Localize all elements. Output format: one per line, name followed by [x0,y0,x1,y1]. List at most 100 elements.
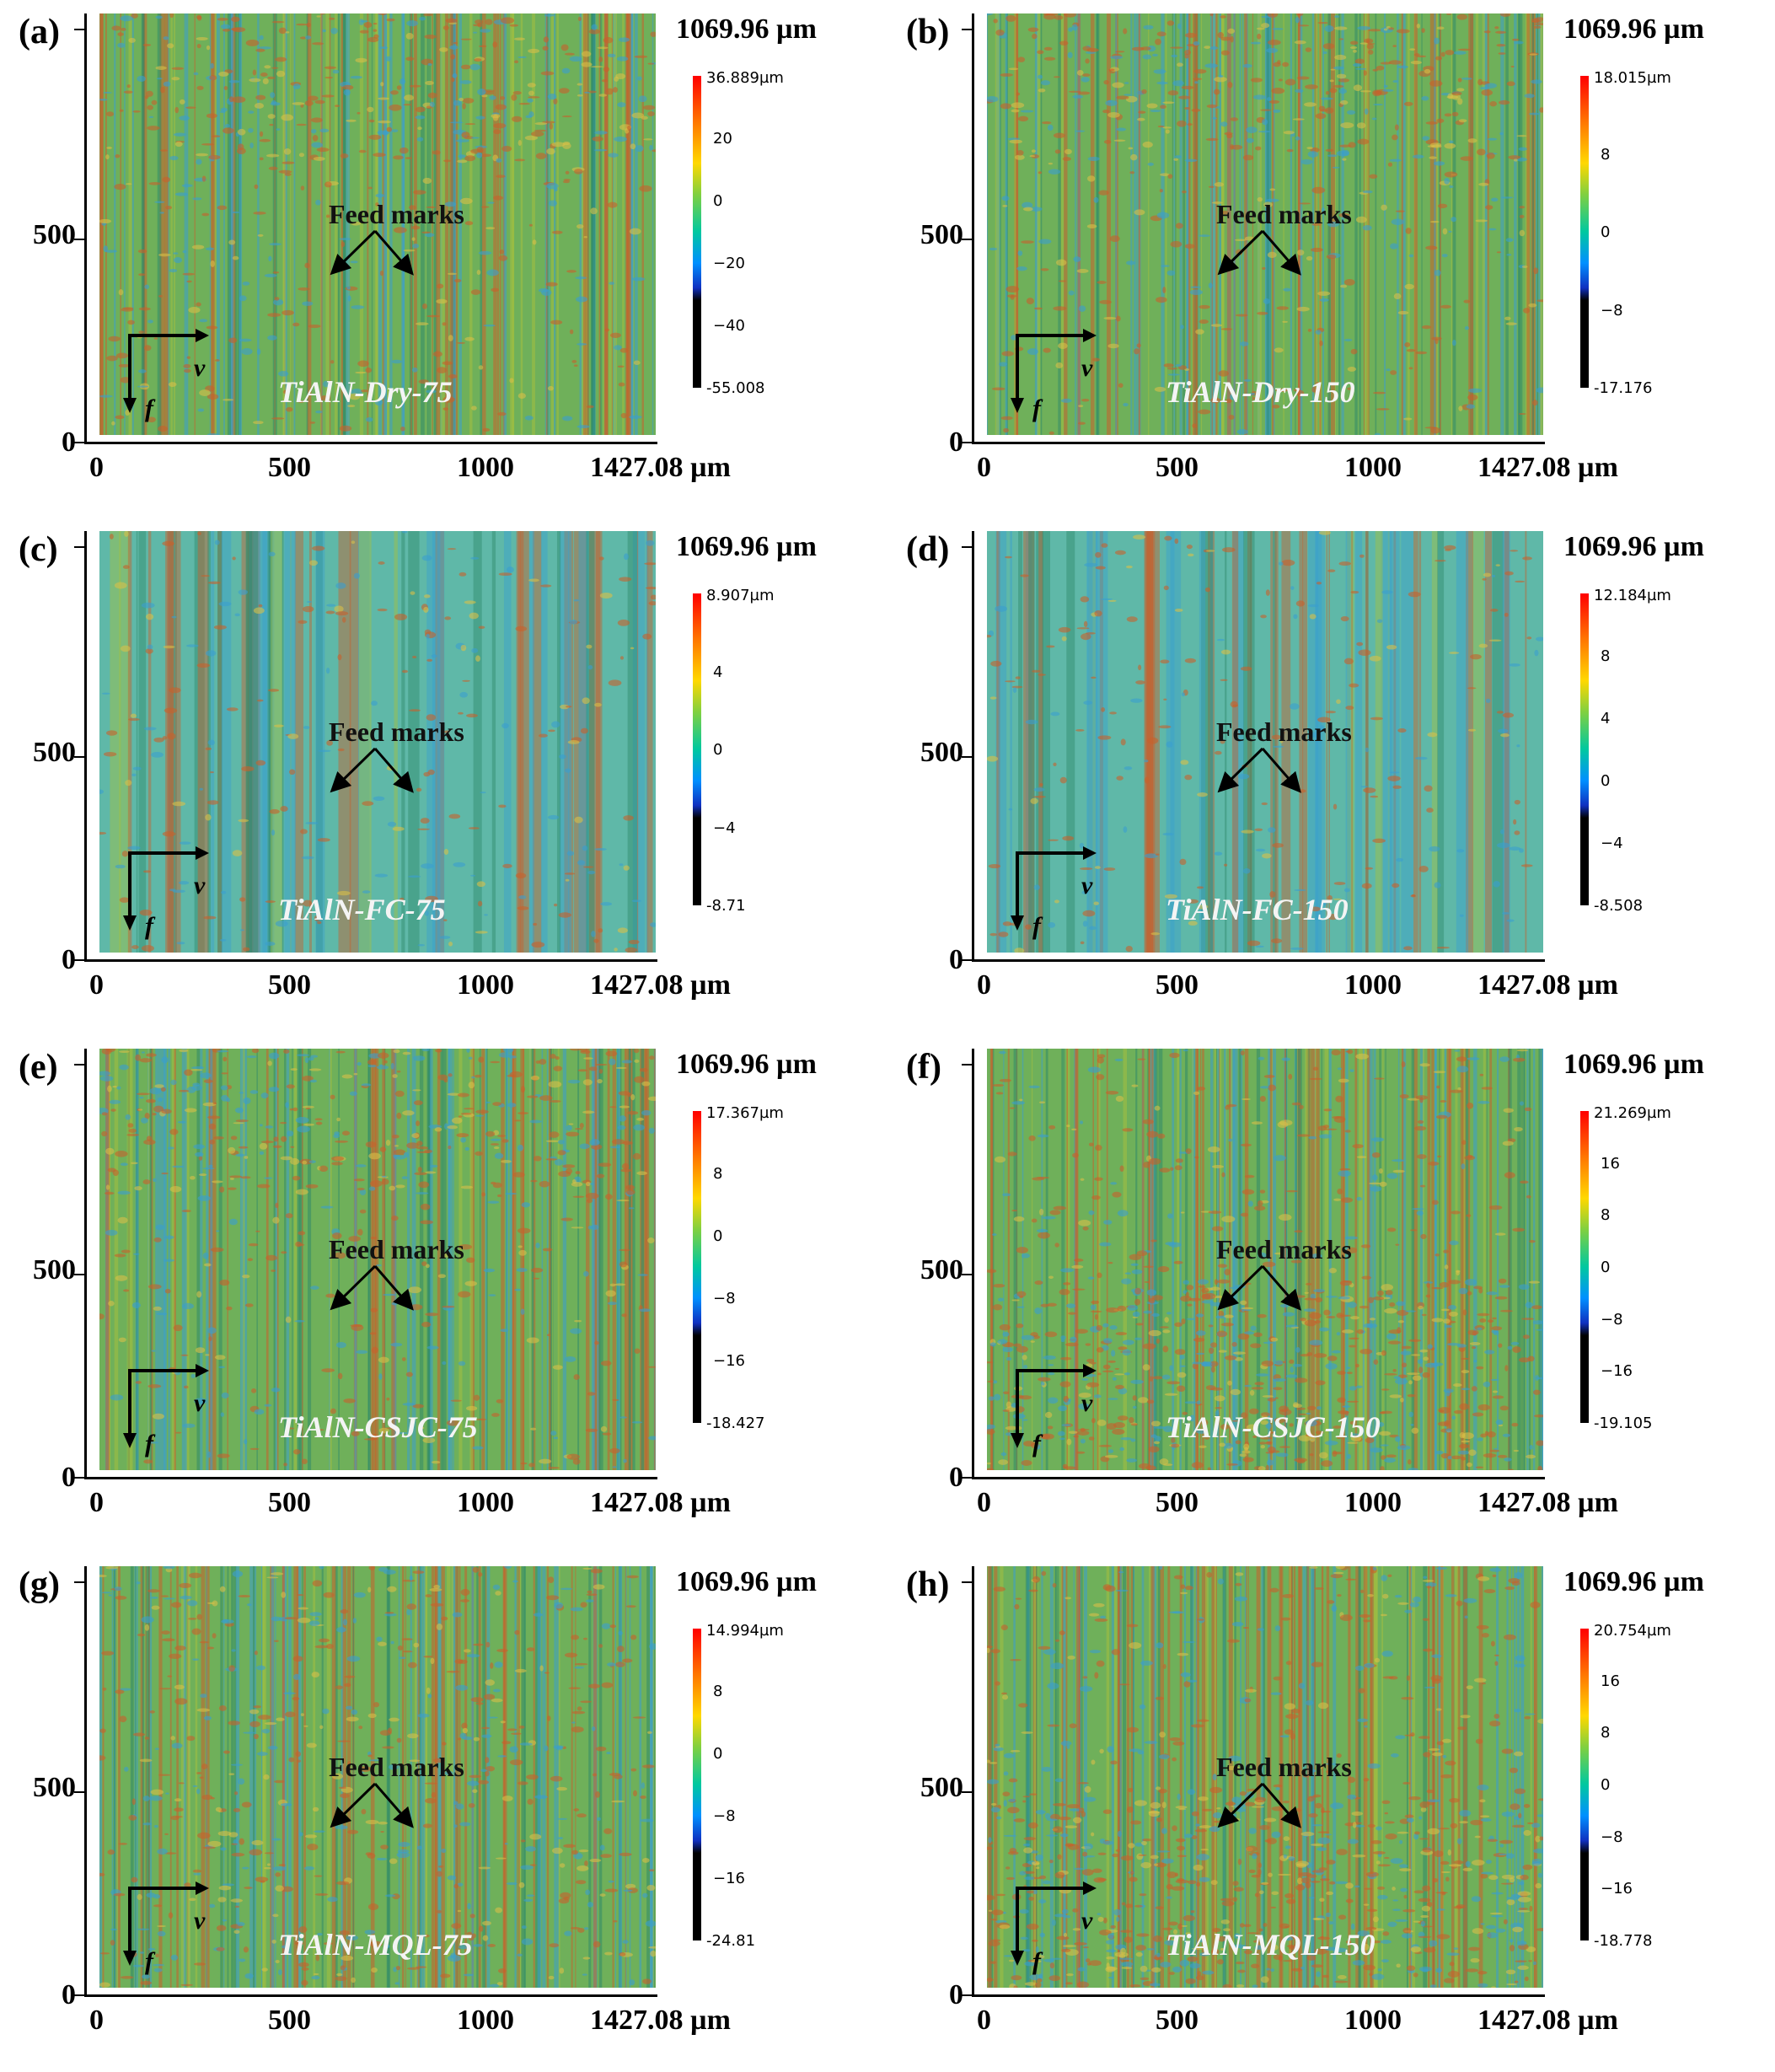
x-tick-label-0: 0 [89,1487,104,1518]
x-axis [84,959,657,962]
x-tick-label-0: 0 [89,2005,104,2036]
x-tick-label-0: 0 [977,969,991,1001]
color-scale-min: -19.105 [1594,1414,1653,1432]
color-scale-min: -24.81 [706,1932,756,1950]
velocity-symbol: v [1081,1389,1093,1417]
y-tick [74,959,84,961]
color-scale-bar [693,593,701,905]
direction-indicator-icon [1011,1364,1097,1448]
color-scale-bar [1580,593,1589,905]
color-scale-min: -17.176 [1594,379,1653,397]
y-tick-label-500: 500 [920,1254,963,1286]
x-tick-label-0: 0 [977,2005,991,2036]
feed-symbol: f [1032,912,1041,940]
x-tick-label-max: 1427.08 µm [590,452,731,483]
feed-marks-annotation: Feed marks [329,1752,464,1782]
color-scale-bar [693,76,701,388]
surface-topography-image [987,531,1543,953]
y-tick-label-0: 0 [949,1979,963,2010]
color-scale-tick-label: −16 [713,1870,745,1887]
color-scale-tick-label: −40 [713,317,745,335]
color-scale-tick-label: −20 [713,255,745,272]
color-scale-tick-label: 8 [1601,145,1611,164]
y-tick [74,1274,84,1275]
x-tick-label-500: 500 [268,1487,311,1518]
feed-marks-arrows [1217,1264,1301,1311]
feed-symbol: f [145,395,153,422]
y-tick [962,1791,972,1793]
surface-topography-image [987,13,1543,435]
direction-indicator-icon [1011,846,1097,931]
direction-indicator-icon [1011,329,1097,413]
x-axis [972,442,1545,444]
surface-topography-image [99,13,656,435]
x-tick-label-0: 0 [977,452,991,483]
color-scale-tick-label: 8 [713,1683,723,1700]
x-tick-label-max: 1427.08 µm [1477,969,1618,1001]
color-scale-tick-label: 0 [1601,1776,1611,1794]
feed-marks-arrows [330,747,414,793]
y-axis [84,1566,87,1996]
y-tick-label-500: 500 [920,1772,963,1803]
x-tick-label-1000: 1000 [1344,969,1402,1001]
color-scale-bar [1580,1111,1589,1423]
y-tick-label-500: 500 [920,737,963,768]
feed-marks-annotation: Feed marks [1216,717,1352,747]
panel-d: (d) 1069.96 µm 500 0 0 500 1000 1427.08 … [888,518,1775,1035]
y-tick-label-0: 0 [62,427,76,458]
panel-f: (f) 1069.96 µm 500 0 0 500 1000 1427.08 … [888,1035,1775,1553]
color-scale-bar [693,1629,701,1940]
feed-symbol: f [145,912,153,940]
x-tick-label-500: 500 [268,452,311,483]
color-scale-min: -8.508 [1594,897,1644,915]
feed-symbol: f [1032,1947,1041,1975]
y-max-label: 1069.96 µm [1563,13,1704,45]
velocity-symbol: v [194,1389,206,1417]
y-tick-label-500: 500 [33,219,76,250]
direction-indicator-icon [123,329,209,413]
y-axis [972,13,974,443]
panel-b: (b) 1069.96 µm 500 0 0 500 1000 1427.08 … [888,0,1775,518]
color-scale-tick-label: 0 [713,192,723,210]
y-tick-label-0: 0 [62,944,76,975]
x-axis [972,1477,1545,1479]
panel-label: (d) [906,530,950,569]
color-scale-tick-label: 0 [1601,223,1611,241]
color-scale-max: 36.889µm [706,69,784,87]
x-tick-label-1000: 1000 [457,1487,514,1518]
color-scale-tick-label: −8 [713,1807,736,1825]
y-tick [962,1994,972,1996]
sample-name: TiAlN-CSJC-150 [1166,1410,1381,1444]
sample-name: TiAlN-MQL-150 [1166,1928,1375,1962]
x-tick-label-1000: 1000 [1344,1487,1402,1518]
y-tick [962,546,972,548]
color-scale-max: 18.015µm [1594,69,1671,87]
surface-topography-image [99,531,656,953]
y-max-label: 1069.96 µm [676,531,817,562]
feed-symbol: f [1032,1430,1041,1457]
x-tick-label-1000: 1000 [457,2005,514,2036]
direction-indicator-icon [123,846,209,931]
sample-name: TiAlN-Dry-150 [1166,375,1355,409]
y-max-label: 1069.96 µm [1563,531,1704,562]
feed-marks-arrows [1217,1782,1301,1828]
panel-label: (e) [19,1048,58,1087]
color-scale-tick-label: −8 [1601,301,1623,319]
y-tick-label-0: 0 [62,1979,76,2010]
panel-label: (h) [906,1565,950,1604]
feed-marks-arrows [1217,229,1301,276]
color-scale-tick-label: −16 [1601,1880,1633,1898]
y-tick [962,1064,972,1066]
feed-marks-arrows [1217,747,1301,793]
color-scale-tick-label: −8 [1601,1310,1623,1329]
y-max-label: 1069.96 µm [676,1049,817,1080]
color-scale-tick-label: −4 [1601,835,1623,852]
color-scale-tick-label: −8 [713,1290,736,1307]
y-tick [74,29,84,30]
x-tick-label-1000: 1000 [1344,2005,1402,2036]
color-scale-tick-label: 0 [713,1745,723,1763]
velocity-symbol: v [194,354,206,382]
panel-label: (a) [19,13,60,51]
color-scale-tick-label: 16 [1601,1154,1620,1173]
color-scale-min: -18.427 [706,1414,765,1432]
